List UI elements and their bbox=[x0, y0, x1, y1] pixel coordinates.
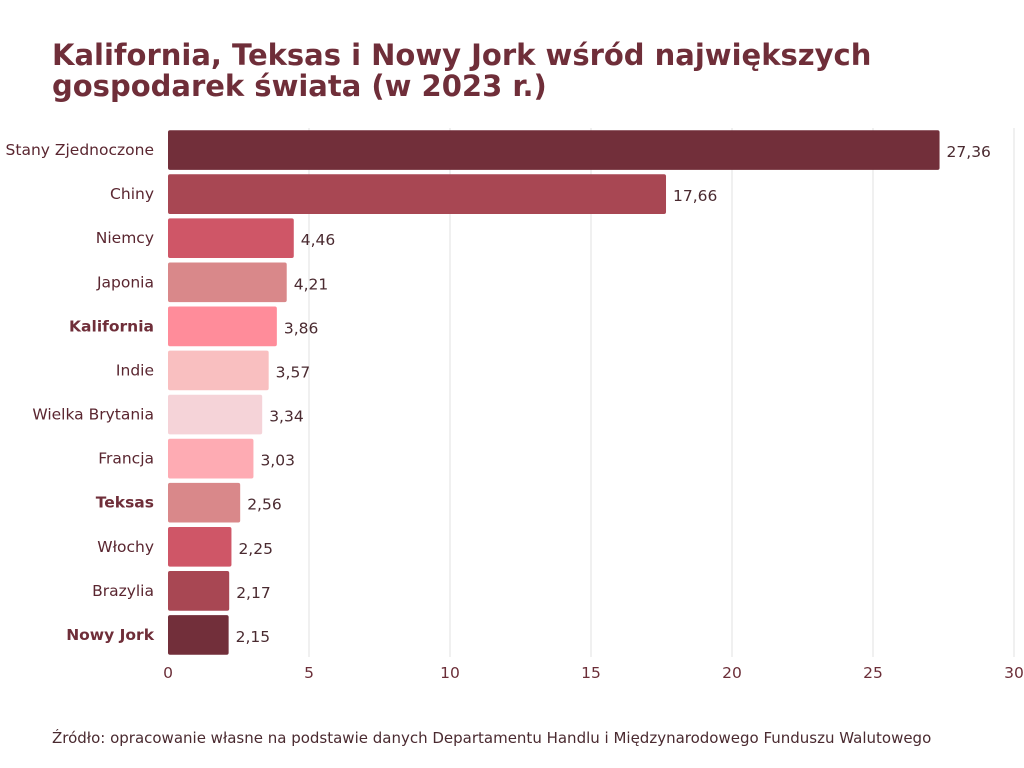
x-tick-label: 0 bbox=[163, 664, 173, 682]
bar bbox=[168, 394, 263, 435]
value-label: 3,86 bbox=[284, 319, 319, 337]
bar bbox=[168, 174, 667, 214]
value-label: 27,36 bbox=[947, 143, 991, 161]
value-labels: 27,36 17,66 4,46 4,21 3,86 3,57 3,34 3,03 2,56 2,… bbox=[236, 143, 991, 646]
gridlines bbox=[308, 128, 1015, 657]
category-label: Japonia bbox=[96, 273, 154, 291]
value-label: 2,56 bbox=[247, 496, 282, 514]
x-tick-label: 10 bbox=[440, 664, 460, 682]
value-label: 2,25 bbox=[238, 540, 273, 558]
value-label: 3,34 bbox=[269, 408, 304, 426]
bar-chart: Stany Zjednoczone Chiny Niemcy Japonia Kalif… bbox=[6, 128, 1024, 682]
category-labels: Stany Zjednoczone Chiny Niemcy Japonia Kalif… bbox=[6, 141, 155, 644]
value-label: 2,15 bbox=[236, 628, 271, 646]
category-label: Francja bbox=[98, 450, 154, 468]
category-label: Nowy Jork bbox=[66, 626, 155, 644]
bars bbox=[168, 130, 940, 655]
bar bbox=[168, 350, 269, 391]
category-label: Stany Zjednoczone bbox=[6, 141, 154, 159]
chart-title: Kalifornia, Teksas i Nowy Jork wśród naj… bbox=[52, 38, 872, 103]
bar bbox=[168, 615, 229, 655]
value-label: 3,03 bbox=[260, 452, 295, 470]
bar bbox=[168, 526, 232, 567]
value-label: 2,17 bbox=[236, 584, 271, 602]
category-label: Niemcy bbox=[96, 229, 154, 247]
bar bbox=[168, 571, 230, 611]
bar bbox=[168, 218, 294, 259]
bar bbox=[168, 262, 287, 303]
value-label: 4,21 bbox=[294, 275, 329, 293]
value-label: 17,66 bbox=[673, 187, 717, 205]
x-tick-label: 25 bbox=[863, 664, 883, 682]
category-label: Kalifornia bbox=[69, 317, 154, 335]
x-tick-label: 5 bbox=[304, 664, 314, 682]
category-label: Chiny bbox=[110, 185, 154, 203]
category-label: Wielka Brytania bbox=[32, 406, 154, 424]
bar bbox=[168, 438, 254, 479]
x-tick-label: 15 bbox=[581, 664, 601, 682]
x-tick-label: 20 bbox=[722, 664, 742, 682]
source-note: Źródło: opracowanie własne na podstawie … bbox=[52, 729, 932, 747]
category-label: Indie bbox=[116, 361, 154, 379]
bar bbox=[168, 306, 277, 347]
category-label: Włochy bbox=[97, 538, 154, 556]
bar bbox=[168, 482, 241, 523]
value-label: 4,46 bbox=[301, 231, 336, 249]
category-label: Teksas bbox=[96, 494, 154, 512]
category-label: Brazylia bbox=[92, 582, 154, 600]
value-label: 3,57 bbox=[276, 363, 311, 381]
bar bbox=[168, 130, 940, 170]
x-tick-label: 30 bbox=[1004, 664, 1024, 682]
x-axis-tick-labels: 0 5 10 15 20 25 30 bbox=[163, 664, 1024, 682]
